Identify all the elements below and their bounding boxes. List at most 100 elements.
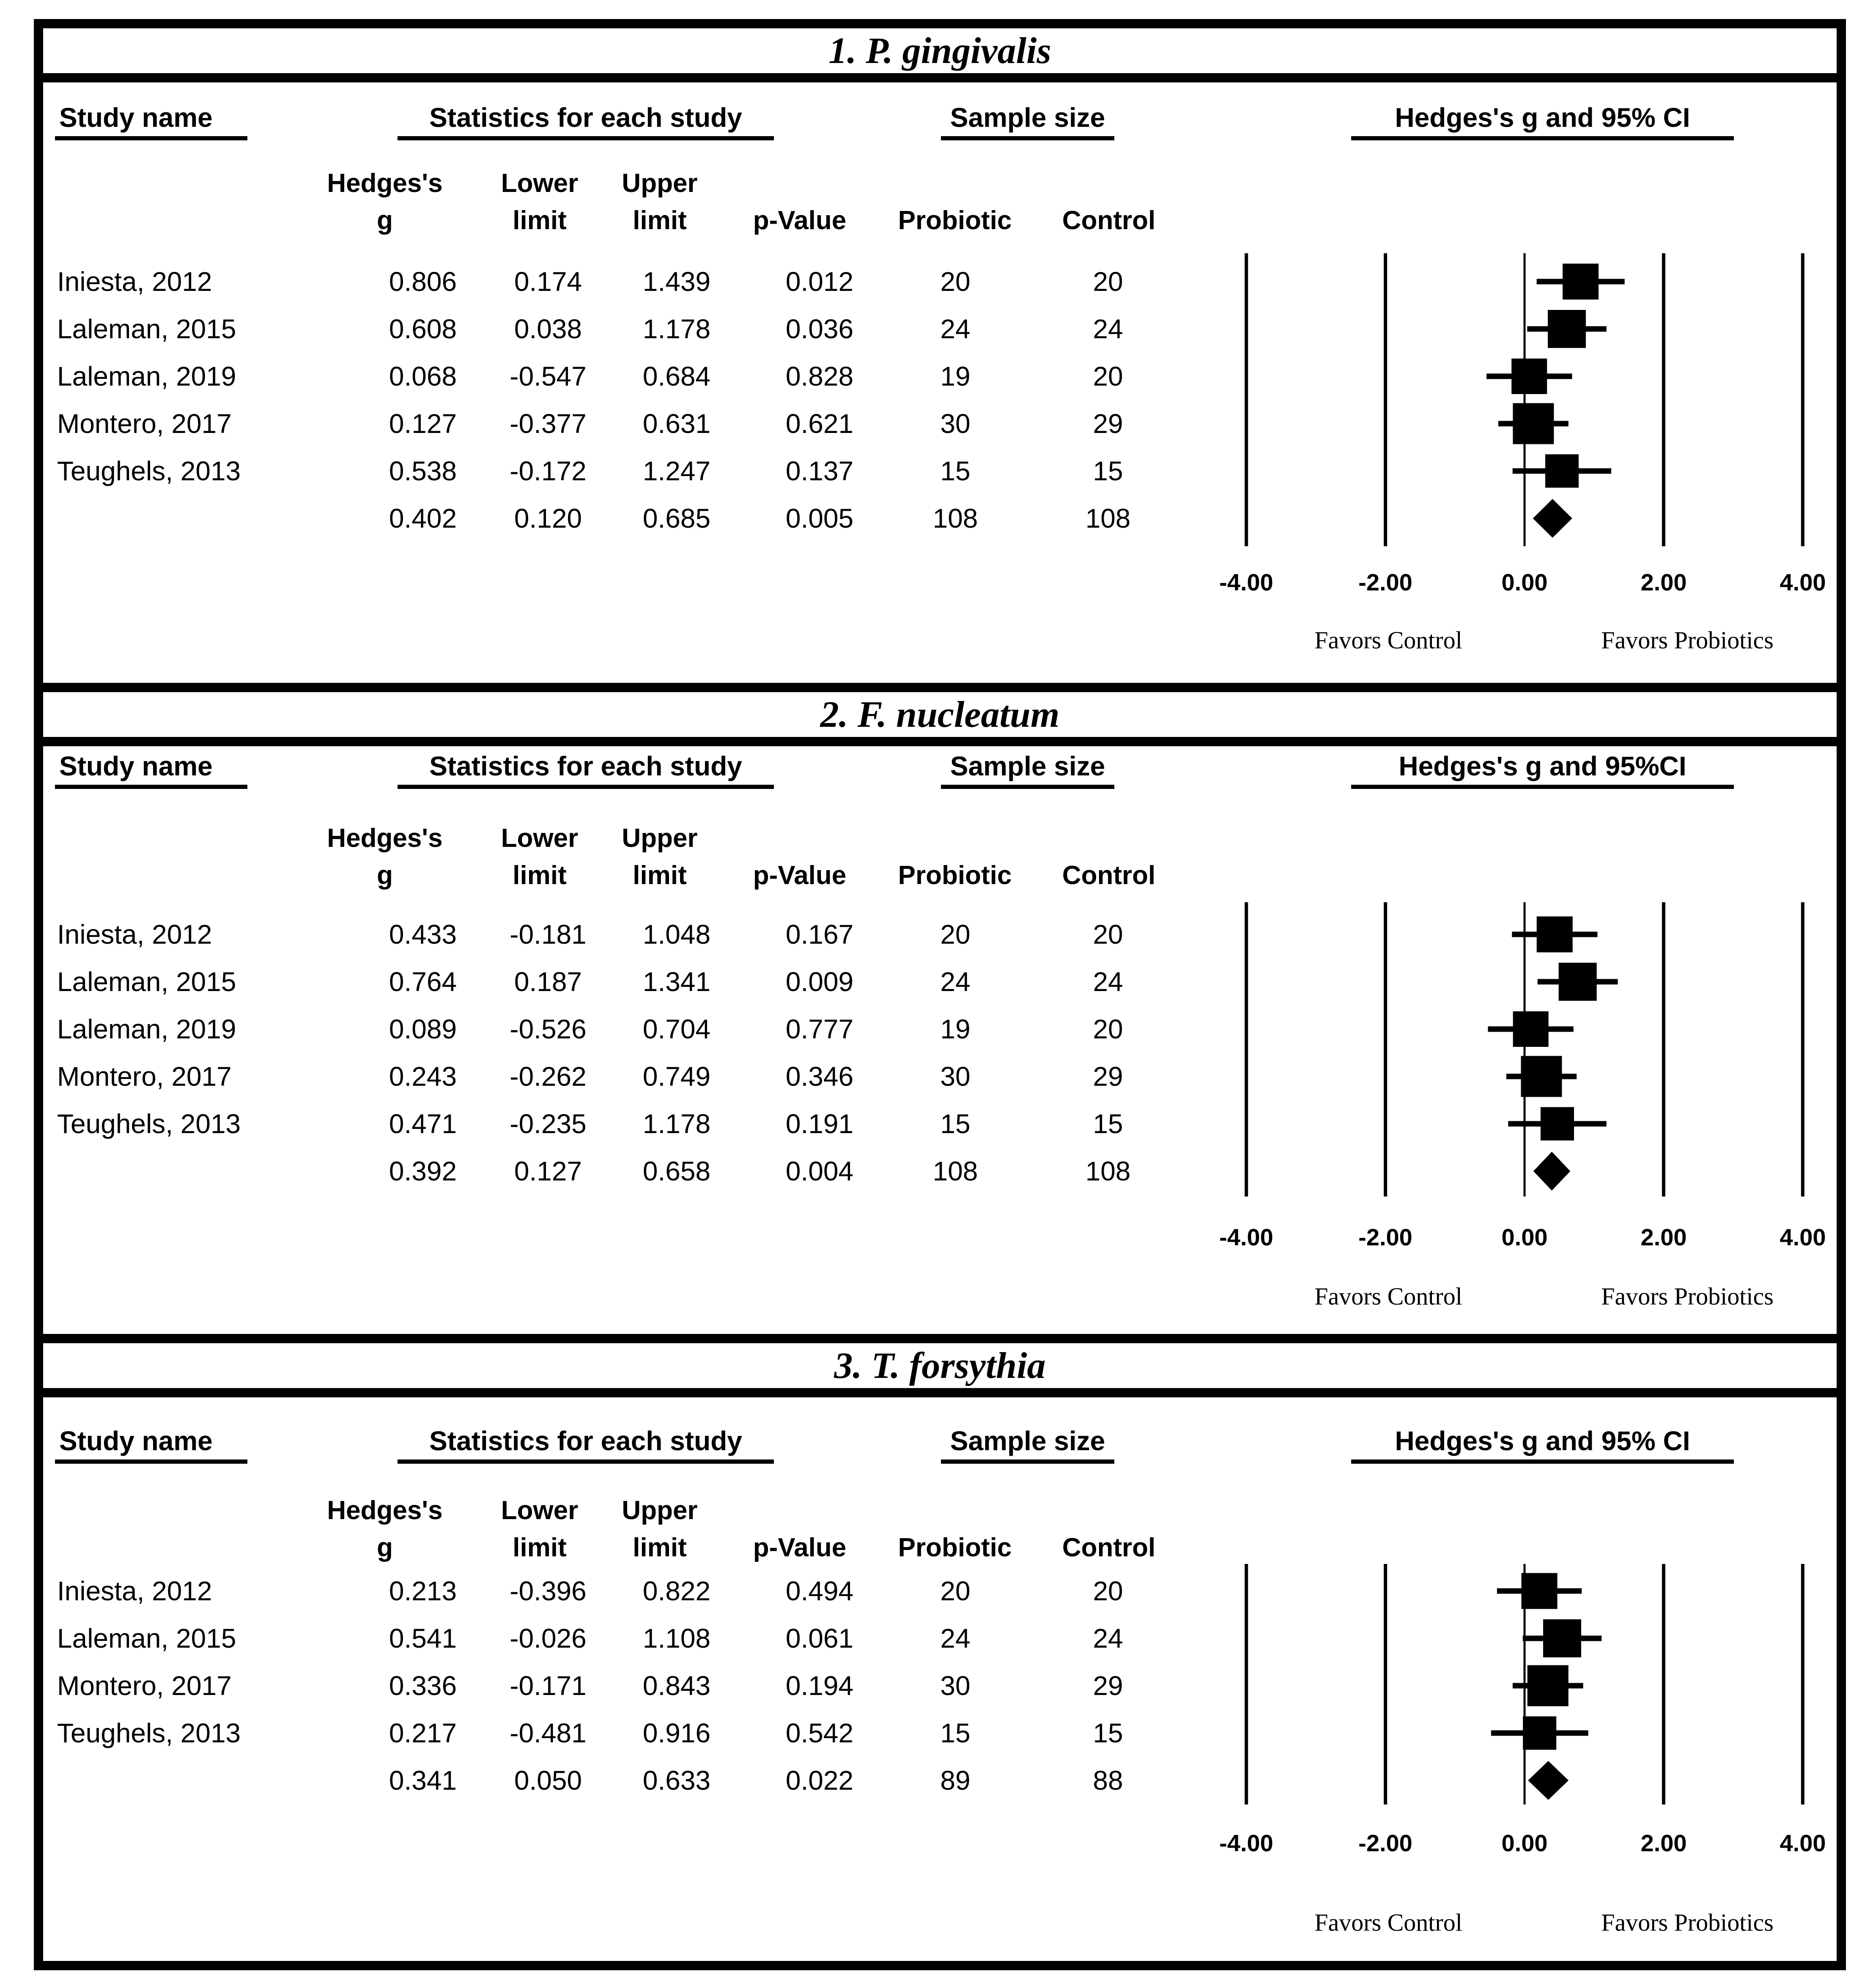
summary-cell-g: 0.341 bbox=[389, 1765, 457, 1796]
summary-cell-g: 0.402 bbox=[389, 503, 457, 534]
study-name: Laleman, 2019 bbox=[57, 1014, 236, 1044]
cell-upper: 0.843 bbox=[642, 1670, 711, 1701]
effect-square bbox=[1527, 1665, 1569, 1706]
cell-control: 24 bbox=[1093, 967, 1123, 997]
cell-control: 20 bbox=[1093, 919, 1123, 950]
cell-lower: 0.187 bbox=[514, 967, 582, 997]
subheader-lower-limit: Lower limit bbox=[501, 169, 579, 235]
cell-upper: 0.822 bbox=[642, 1576, 711, 1606]
cell-upper: 1.178 bbox=[642, 314, 711, 344]
cell-p: 0.777 bbox=[785, 1014, 854, 1044]
subheader-hedges-g: Hedges's g bbox=[327, 824, 443, 890]
cell-control: 29 bbox=[1093, 1061, 1123, 1092]
cell-lower: 0.038 bbox=[514, 314, 582, 344]
cell-lower: -0.547 bbox=[510, 361, 587, 392]
cell-p: 0.167 bbox=[785, 919, 854, 950]
summary-cell-probiotic: 108 bbox=[932, 1156, 978, 1186]
subheader-lower-limit: Lower limit bbox=[501, 824, 579, 890]
cell-probiotic: 15 bbox=[940, 456, 971, 486]
summary-cell-upper: 0.658 bbox=[642, 1156, 711, 1186]
subheader-p-value: p-Value bbox=[753, 861, 847, 890]
favors-control-label: Favors Control bbox=[1314, 626, 1462, 654]
cell-probiotic: 20 bbox=[940, 919, 971, 950]
effect-square bbox=[1523, 1716, 1557, 1750]
cell-upper: 1.108 bbox=[642, 1623, 711, 1654]
cell-probiotic: 20 bbox=[940, 266, 971, 297]
cell-control: 24 bbox=[1093, 314, 1123, 344]
forest-plot bbox=[1245, 902, 1804, 1197]
cell-upper: 0.916 bbox=[642, 1718, 711, 1748]
cell-upper: 1.439 bbox=[642, 266, 711, 297]
summary-cell-control: 108 bbox=[1085, 503, 1131, 534]
study-name: Teughels, 2013 bbox=[57, 1109, 241, 1139]
study-name: Teughels, 2013 bbox=[57, 1718, 241, 1748]
study-name: Laleman, 2015 bbox=[57, 967, 236, 997]
cell-probiotic: 20 bbox=[940, 1576, 971, 1606]
study-name: Laleman, 2015 bbox=[57, 314, 236, 344]
cell-upper: 0.684 bbox=[642, 361, 711, 392]
study-name: Iniesta, 2012 bbox=[57, 266, 212, 297]
cell-g: 0.806 bbox=[389, 266, 457, 297]
cell-p: 0.012 bbox=[785, 266, 854, 297]
panel-title-bar: 1. P. gingivalis bbox=[34, 19, 1846, 82]
effect-square bbox=[1536, 916, 1573, 953]
cell-p: 0.494 bbox=[785, 1576, 854, 1606]
cell-control: 20 bbox=[1093, 361, 1123, 392]
column-header-statistics: Statistics for each study bbox=[398, 1426, 774, 1464]
panel-title: 2. F. nucleatum bbox=[820, 694, 1060, 735]
cell-g: 0.538 bbox=[389, 456, 457, 486]
cell-probiotic: 19 bbox=[940, 361, 971, 392]
study-name: Iniesta, 2012 bbox=[57, 919, 212, 950]
axis-tick: 4.00 bbox=[1780, 1224, 1826, 1251]
axis-tick: -4.00 bbox=[1219, 1224, 1273, 1251]
cell-lower: -0.262 bbox=[510, 1061, 587, 1092]
cell-lower: -0.172 bbox=[510, 456, 587, 486]
cell-g: 0.217 bbox=[389, 1718, 457, 1748]
cell-p: 0.061 bbox=[785, 1623, 854, 1654]
effect-square bbox=[1513, 1011, 1549, 1047]
cell-g: 0.127 bbox=[389, 408, 457, 439]
subheader-control: Control bbox=[1062, 1533, 1156, 1562]
summary-diamond bbox=[1533, 1152, 1571, 1191]
axis-tick: -4.00 bbox=[1219, 1829, 1273, 1857]
cell-lower: -0.171 bbox=[510, 1670, 587, 1701]
subheader-probiotic: Probiotic bbox=[898, 1533, 1012, 1562]
subheader-p-value: p-Value bbox=[753, 206, 847, 235]
cell-upper: 1.341 bbox=[642, 967, 711, 997]
subheader-probiotic: Probiotic bbox=[898, 861, 1012, 890]
axis-tick: 2.00 bbox=[1640, 1829, 1687, 1857]
panel-title: 1. P. gingivalis bbox=[828, 30, 1051, 71]
study-name: Iniesta, 2012 bbox=[57, 1576, 212, 1606]
effect-square bbox=[1547, 310, 1586, 348]
cell-g: 0.089 bbox=[389, 1014, 457, 1044]
cell-p: 0.621 bbox=[785, 408, 854, 439]
cell-upper: 0.704 bbox=[642, 1014, 711, 1044]
cell-probiotic: 30 bbox=[940, 408, 971, 439]
column-header-statistics: Statistics for each study bbox=[398, 751, 774, 789]
summary-cell-upper: 0.633 bbox=[642, 1765, 711, 1796]
subheader-hedges-g: Hedges's g bbox=[327, 1496, 443, 1562]
axis-tick: 0.00 bbox=[1501, 1224, 1548, 1251]
cell-lower: -0.181 bbox=[510, 919, 587, 950]
subheader-control: Control bbox=[1062, 861, 1156, 890]
effect-square bbox=[1563, 263, 1599, 300]
effect-square bbox=[1511, 359, 1547, 394]
summary-cell-p: 0.022 bbox=[785, 1765, 854, 1796]
cell-control: 15 bbox=[1093, 1109, 1123, 1139]
axis-tick: -2.00 bbox=[1358, 1224, 1412, 1251]
cell-probiotic: 24 bbox=[940, 967, 971, 997]
summary-cell-upper: 0.685 bbox=[642, 503, 711, 534]
cell-probiotic: 24 bbox=[940, 314, 971, 344]
subheader-upper-limit: Upper limit bbox=[622, 169, 698, 235]
subheader-upper-limit: Upper limit bbox=[622, 1496, 698, 1562]
panel-title-bar: 3. T. forsythia bbox=[34, 1334, 1846, 1397]
cell-upper: 1.178 bbox=[642, 1109, 711, 1139]
column-header-statistics: Statistics for each study bbox=[398, 102, 774, 140]
summary-cell-p: 0.004 bbox=[785, 1156, 854, 1186]
cell-g: 0.471 bbox=[389, 1109, 457, 1139]
summary-diamond bbox=[1528, 1761, 1569, 1800]
forest-plot bbox=[1245, 253, 1804, 546]
effect-square bbox=[1521, 1573, 1558, 1609]
cell-control: 24 bbox=[1093, 1623, 1123, 1654]
